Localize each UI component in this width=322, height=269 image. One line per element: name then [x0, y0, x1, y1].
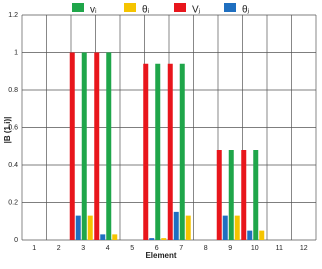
x-tick-label: 12	[300, 245, 308, 252]
bar	[69, 52, 75, 240]
bar	[247, 230, 253, 240]
bar	[81, 52, 87, 240]
y-tick-label: 0.4	[8, 162, 18, 169]
bar	[228, 150, 234, 240]
legend-swatch	[174, 3, 186, 12]
bar	[149, 238, 155, 240]
legend-label: Vⱼ	[192, 5, 201, 16]
x-tick-label: 8	[204, 245, 208, 252]
y-tick-label: 0.6	[8, 124, 18, 131]
y-axis-label: |B (1,i)|	[3, 117, 12, 144]
y-tick-label: 0	[14, 237, 18, 244]
bar	[222, 215, 228, 240]
bar	[253, 150, 259, 240]
x-axis-label: Element	[145, 251, 176, 260]
bar	[216, 150, 222, 240]
x-tick-label: 11	[276, 245, 283, 252]
y-tick-label: 0.2	[8, 199, 18, 206]
x-tick-label: 7	[179, 245, 183, 252]
y-tick-label: 1	[14, 49, 18, 56]
x-tick-label: 3	[81, 245, 85, 252]
bar	[100, 234, 106, 240]
bar	[106, 52, 112, 240]
x-tick-label: 6	[155, 245, 159, 252]
legend-label: vᵢ	[90, 5, 97, 16]
bar	[155, 63, 161, 240]
legend-label: θᵢ	[142, 5, 150, 16]
bar	[143, 63, 149, 240]
x-tick-label: 5	[130, 245, 134, 252]
y-tick-label: 1.2	[8, 12, 18, 19]
x-tick-label: 4	[106, 245, 110, 252]
bar	[259, 230, 265, 240]
bar	[167, 63, 173, 240]
bar	[161, 238, 167, 240]
x-tick-label: 10	[251, 245, 259, 252]
bar	[179, 63, 185, 240]
x-tick-label: 9	[228, 245, 232, 252]
x-tick-label: 2	[57, 245, 61, 252]
bar	[241, 150, 247, 240]
bar	[75, 215, 81, 240]
legend-swatch	[124, 3, 136, 12]
x-tick-label: 1	[32, 245, 36, 252]
bar	[87, 215, 93, 240]
y-tick-label: 0.8	[8, 87, 18, 94]
bar	[234, 215, 240, 240]
bar	[185, 215, 191, 240]
bar	[112, 234, 118, 240]
bar	[94, 52, 100, 240]
legend-swatch	[224, 3, 236, 12]
legend-swatch	[72, 3, 84, 12]
bar	[173, 211, 179, 240]
legend-label: θⱼ	[242, 5, 250, 16]
